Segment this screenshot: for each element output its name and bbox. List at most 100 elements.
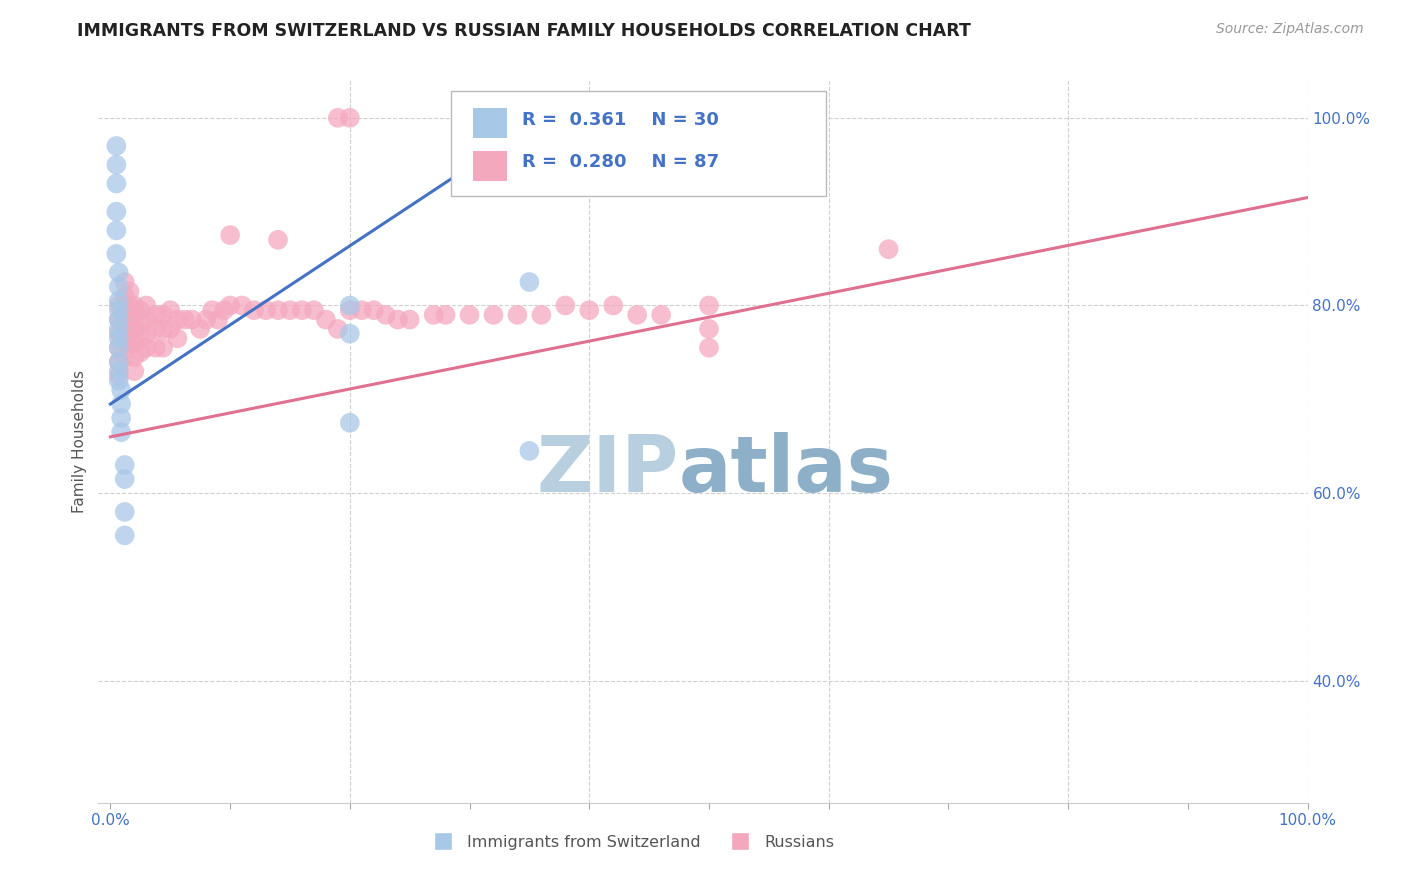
Point: [105, 139, 128, 153]
Point: [124, 298, 146, 312]
Point: [152, 341, 174, 355]
Point: [110, 425, 132, 439]
Point: [180, 312, 202, 326]
Point: [118, 298, 141, 312]
Point: [339, 416, 361, 430]
FancyBboxPatch shape: [451, 91, 827, 196]
Point: [219, 298, 242, 312]
Point: [434, 308, 457, 322]
Point: [530, 308, 553, 322]
Point: [124, 308, 146, 322]
Point: [195, 312, 218, 326]
Point: [107, 355, 129, 369]
Point: [129, 318, 152, 332]
Point: [135, 341, 157, 355]
Point: [129, 345, 152, 359]
Point: [135, 312, 157, 326]
Point: [697, 298, 720, 312]
Point: [114, 289, 136, 303]
Text: ZIP: ZIP: [537, 433, 679, 508]
Point: [578, 303, 600, 318]
Point: [519, 275, 541, 289]
Point: [519, 125, 541, 139]
Point: [339, 326, 361, 341]
Point: [107, 293, 129, 308]
Point: [877, 242, 900, 256]
Point: [519, 111, 541, 125]
Point: [152, 308, 174, 322]
Point: [114, 472, 136, 486]
Point: [114, 275, 136, 289]
Text: atlas: atlas: [679, 433, 894, 508]
Point: [267, 233, 290, 247]
Bar: [474, 108, 508, 138]
Point: [114, 458, 136, 472]
Point: [188, 322, 211, 336]
Point: [697, 322, 720, 336]
Point: [145, 341, 167, 355]
Point: [339, 111, 361, 125]
Point: [105, 204, 128, 219]
Point: [129, 303, 152, 318]
Point: [107, 303, 129, 318]
Point: [107, 331, 129, 345]
Point: [166, 331, 188, 345]
Point: [114, 298, 136, 312]
Point: [110, 383, 132, 397]
Point: [129, 331, 152, 345]
Point: [626, 308, 648, 322]
Point: [554, 298, 576, 312]
Point: [105, 247, 128, 261]
Point: [135, 298, 157, 312]
Point: [145, 308, 167, 322]
Point: [118, 322, 141, 336]
Point: [114, 336, 136, 351]
Point: [110, 397, 132, 411]
Point: [350, 303, 373, 318]
Point: [124, 336, 146, 351]
Point: [145, 322, 167, 336]
Point: [107, 341, 129, 355]
Point: [107, 374, 129, 388]
Text: R =  0.361    N = 30: R = 0.361 N = 30: [522, 112, 718, 129]
Point: [387, 312, 409, 326]
Point: [124, 322, 146, 336]
Bar: [474, 151, 508, 181]
Point: [105, 223, 128, 237]
Point: [173, 312, 195, 326]
Point: [315, 312, 337, 326]
Point: [118, 285, 141, 299]
Point: [458, 308, 481, 322]
Text: IMMIGRANTS FROM SWITZERLAND VS RUSSIAN FAMILY HOUSEHOLDS CORRELATION CHART: IMMIGRANTS FROM SWITZERLAND VS RUSSIAN F…: [77, 22, 972, 40]
Point: [107, 312, 129, 326]
Point: [339, 298, 361, 312]
Point: [201, 303, 224, 318]
Point: [339, 303, 361, 318]
Y-axis label: Family Households: Family Households: [72, 370, 87, 513]
Text: Source: ZipAtlas.com: Source: ZipAtlas.com: [1216, 22, 1364, 37]
Point: [398, 312, 420, 326]
Point: [602, 298, 624, 312]
Point: [110, 411, 132, 425]
Text: R =  0.280    N = 87: R = 0.280 N = 87: [522, 153, 718, 170]
Point: [650, 308, 672, 322]
Point: [105, 158, 128, 172]
Point: [107, 368, 129, 383]
Point: [114, 528, 136, 542]
Point: [212, 303, 235, 318]
Point: [243, 303, 266, 318]
Point: [107, 279, 129, 293]
Point: [267, 303, 290, 318]
Point: [326, 111, 349, 125]
Point: [124, 350, 146, 364]
Point: [291, 303, 314, 318]
Point: [114, 318, 136, 332]
Point: [107, 298, 129, 312]
Point: [114, 350, 136, 364]
Point: [118, 336, 141, 351]
Point: [105, 177, 128, 191]
Point: [422, 308, 444, 322]
Point: [135, 326, 157, 341]
Point: [107, 355, 129, 369]
Point: [302, 303, 325, 318]
